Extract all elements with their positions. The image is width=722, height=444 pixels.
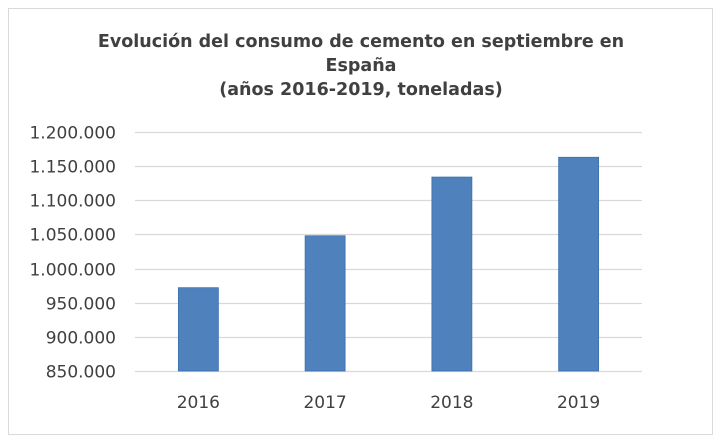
bar-2016 [177, 287, 219, 372]
y-tick-label: 1.050.000 [29, 226, 116, 246]
chart-frame [8, 8, 713, 435]
bar-2018 [431, 176, 473, 372]
x-tick-label: 2019 [557, 393, 600, 413]
y-tick-label: 900.000 [46, 329, 116, 349]
chart-title: Evolución del consumo de cemento en sept… [0, 30, 722, 102]
x-tick-label: 2017 [303, 393, 346, 413]
chart-title-line-3: (años 2016-2019, toneladas) [219, 80, 503, 100]
chart-title-line-1: Evolución del consumo de cemento en sept… [97, 32, 625, 52]
bar-2017 [304, 235, 346, 372]
x-tick-label: 2016 [177, 393, 220, 413]
y-tick-label: 1.200.000 [29, 124, 116, 144]
x-tick-label: 2018 [430, 393, 473, 413]
y-tick-label: 950.000 [46, 295, 116, 315]
y-tick-label: 1.150.000 [29, 158, 116, 178]
y-tick-label: 1.100.000 [29, 192, 116, 212]
y-tick-label: 850.000 [46, 363, 116, 383]
bar-2019 [558, 156, 600, 372]
y-tick-label: 1.000.000 [29, 261, 116, 281]
chart-title-line-2: España [325, 56, 397, 76]
